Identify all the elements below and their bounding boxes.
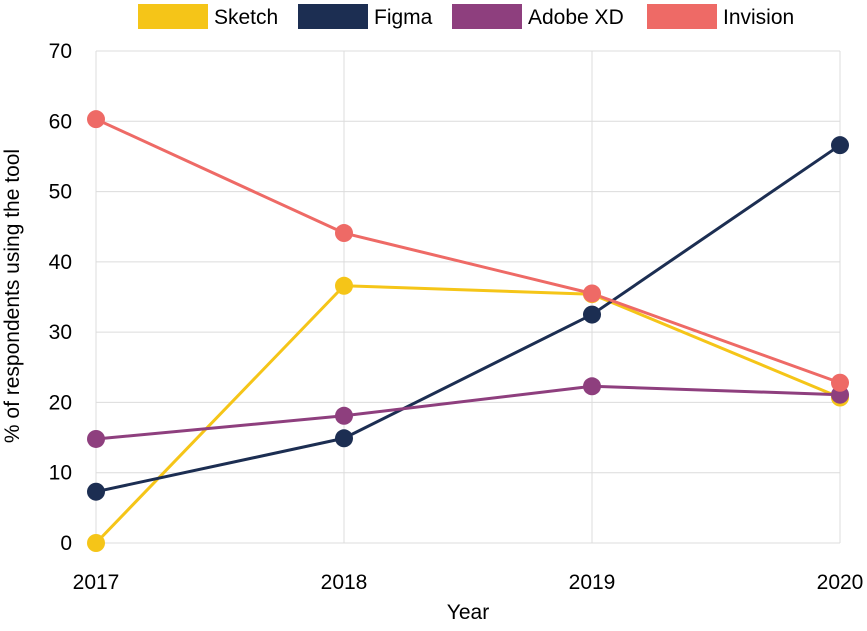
- x-axis-title: Year: [447, 601, 489, 624]
- legend-item-invision: Invision: [647, 4, 794, 29]
- x-tick-label: 2018: [321, 571, 368, 594]
- data-point-invision: [831, 374, 849, 392]
- data-point-invision: [87, 110, 105, 128]
- legend-label: Sketch: [214, 6, 278, 29]
- legend-swatch: [138, 4, 208, 29]
- legend-swatch: [298, 4, 368, 29]
- y-tick-label: 60: [49, 110, 72, 133]
- y-axis-title: % of respondents using the tool: [1, 149, 24, 443]
- y-tick-label: 50: [49, 181, 72, 204]
- data-point-invision: [583, 284, 601, 302]
- line-chart: 0 10 20 30 40 50 60 70 2017 2018 2019 2020 Sketch Fi…: [0, 0, 867, 626]
- legend-item-adobe-xd: Adobe XD: [452, 4, 624, 29]
- legend-label: Invision: [723, 6, 794, 29]
- y-tick-label: 20: [49, 391, 72, 414]
- data-point-figma: [831, 136, 849, 154]
- data-point-figma: [87, 483, 105, 501]
- data-point-adobe-xd: [583, 377, 601, 395]
- x-tick-label: 2017: [73, 571, 120, 594]
- data-point-adobe-xd: [335, 407, 353, 425]
- legend-label: Figma: [374, 6, 433, 29]
- data-point-figma: [583, 306, 601, 324]
- series-line-sketch: [96, 286, 840, 543]
- grid: [96, 51, 840, 543]
- series-line-invision: [96, 119, 840, 383]
- series-line-figma: [96, 145, 840, 492]
- x-tick-label: 2019: [569, 571, 616, 594]
- data-point-sketch: [87, 534, 105, 552]
- y-tick-label: 70: [49, 40, 72, 63]
- series-lines: [87, 110, 849, 552]
- data-point-adobe-xd: [87, 430, 105, 448]
- data-point-figma: [335, 429, 353, 447]
- data-point-invision: [335, 224, 353, 242]
- legend-label: Adobe XD: [528, 6, 624, 29]
- y-tick-label: 0: [60, 532, 72, 555]
- x-tick-label: 2020: [817, 571, 864, 594]
- y-tick-label: 40: [49, 251, 72, 274]
- legend: Sketch Figma Adobe XD Invision: [138, 4, 794, 29]
- y-tick-label: 30: [49, 321, 72, 344]
- legend-item-sketch: Sketch: [138, 4, 278, 29]
- axes: 0 10 20 30 40 50 60 70 2017 2018 2019 2020: [49, 40, 864, 594]
- series-line-adobe-xd: [96, 386, 840, 439]
- legend-swatch: [647, 4, 717, 29]
- legend-swatch: [452, 4, 522, 29]
- y-tick-label: 10: [49, 462, 72, 485]
- legend-item-figma: Figma: [298, 4, 433, 29]
- chart-container: 0 10 20 30 40 50 60 70 2017 2018 2019 2020 Sketch Fi…: [0, 0, 867, 626]
- data-point-sketch: [335, 277, 353, 295]
